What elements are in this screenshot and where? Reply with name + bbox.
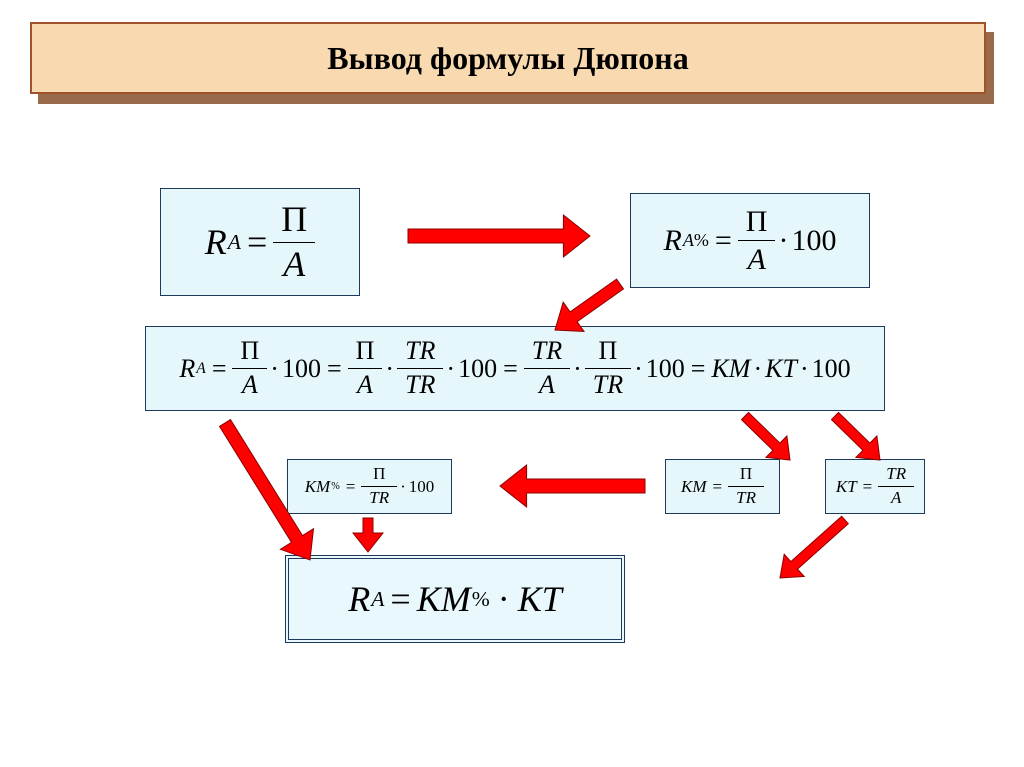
arrow-a2 — [555, 279, 624, 331]
arrow-a6 — [780, 516, 848, 578]
stage: Вывод формулы Дюпона RA = П A RA% = П A … — [0, 0, 1024, 767]
arrow-a5 — [500, 465, 645, 507]
arrow-a4 — [832, 412, 881, 460]
arrow-a1 — [408, 215, 590, 257]
arrow-a3 — [742, 412, 791, 460]
arrow-a8 — [220, 420, 314, 560]
arrows-layer — [0, 0, 1024, 767]
arrow-a7 — [353, 518, 383, 552]
